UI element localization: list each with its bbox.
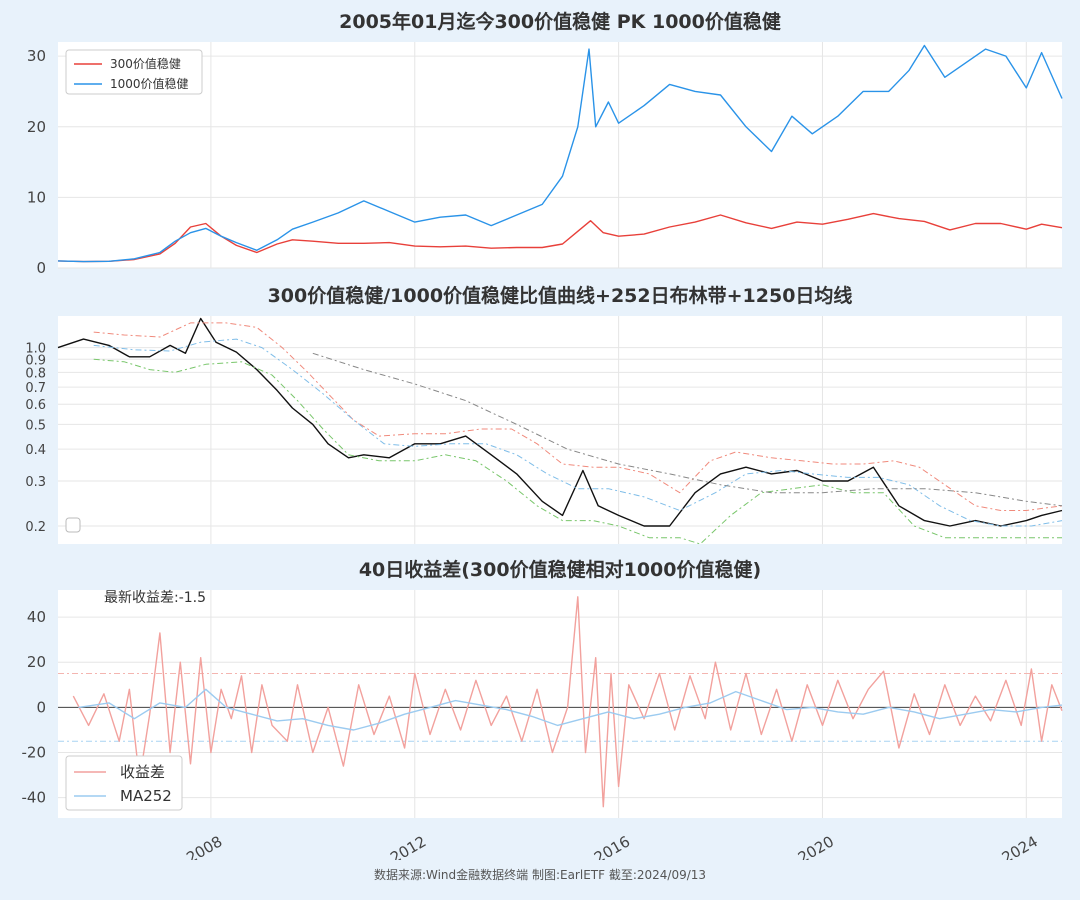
y-tick-label: 0.2 (25, 520, 46, 535)
series-line-1000价值稳健 (57, 44, 1063, 263)
panel-2: 300价值稳健/1000价值稳健比值曲线+252日布林带+1250日均线 0.2 0… (25, 284, 1063, 545)
legend-label: 收益差 (120, 763, 165, 781)
y-tick-label: 0.4 (25, 443, 46, 458)
series-line-MA252 (78, 688, 1063, 731)
y-tick-label: 0 (36, 698, 46, 716)
series-line-ratio (57, 317, 1063, 527)
series-line-收益差 (72, 596, 1063, 808)
series-line-boll_lower (93, 358, 1062, 545)
y-tick-label: 30 (27, 47, 46, 65)
panel-1: 2005年01月迄今300价值稳健 PK 1000价值稳健 0 10 20 30 300价… (27, 10, 1063, 277)
x-tick-label: 2024 (999, 832, 1041, 860)
plot-area (58, 316, 1062, 544)
y-tick-label: 0.7 (25, 381, 46, 396)
x-tick-label: 2012 (387, 832, 429, 860)
y-tick-label: 0 (36, 259, 46, 277)
y-tick-label: 20 (27, 118, 46, 136)
y-tick-label: 0.6 (25, 398, 46, 413)
series-line-boll_upper (93, 322, 1063, 511)
legend-label: 1000价值稳健 (110, 76, 189, 91)
x-tick-label: 2016 (591, 832, 633, 860)
plot-area (58, 590, 1062, 818)
chart-canvas: 2005年01月迄今300价值稳健 PK 1000价值稳健 0 10 20 30 300价… (22, 10, 1063, 867)
y-tick-label: 40 (27, 608, 46, 626)
series-line-boll_mid (93, 338, 1063, 527)
latest-spread-annotation: 最新收益差:-1.5 (104, 590, 206, 606)
chart-title: 40日收益差(300价值稳健相对1000价值稳健) (359, 558, 761, 581)
y-tick-label: 10 (27, 188, 46, 206)
legend-box (65, 517, 81, 533)
legend-label: 300价值稳健 (110, 56, 181, 71)
y-tick-label: -20 (22, 744, 47, 762)
y-tick-label: 0.3 (25, 475, 46, 490)
plot-area (58, 42, 1062, 268)
y-tick-label: 0.5 (25, 418, 46, 433)
legend-label: MA252 (120, 787, 172, 805)
chart-title: 300价值稳健/1000价值稳健比值曲线+252日布林带+1250日均线 (268, 284, 853, 307)
x-tick-label: 2008 (183, 832, 225, 860)
legend-box (65, 49, 203, 95)
series-line-ma1250 (312, 352, 1063, 507)
y-tick-label: -40 (22, 789, 47, 807)
y-tick-label: 0.8 (25, 366, 46, 381)
panel-3: 40日收益差(300价值稳健相对1000价值稳健) -40 -20 0 20 40 收益差 M… (22, 558, 1063, 867)
chart-title: 2005年01月迄今300价值稳健 PK 1000价值稳健 (339, 10, 781, 33)
y-tick-label: 0.9 (25, 353, 46, 368)
x-tick-label: 2020 (795, 832, 837, 860)
y-tick-label: 20 (27, 653, 46, 671)
source-footer: 数据来源:Wind金融数据终端 制图:EarlETF 截至:2024/09/13 (373, 868, 707, 882)
series-line-300价值稳健 (57, 212, 1063, 263)
y-tick-label: 1.0 (25, 342, 46, 357)
